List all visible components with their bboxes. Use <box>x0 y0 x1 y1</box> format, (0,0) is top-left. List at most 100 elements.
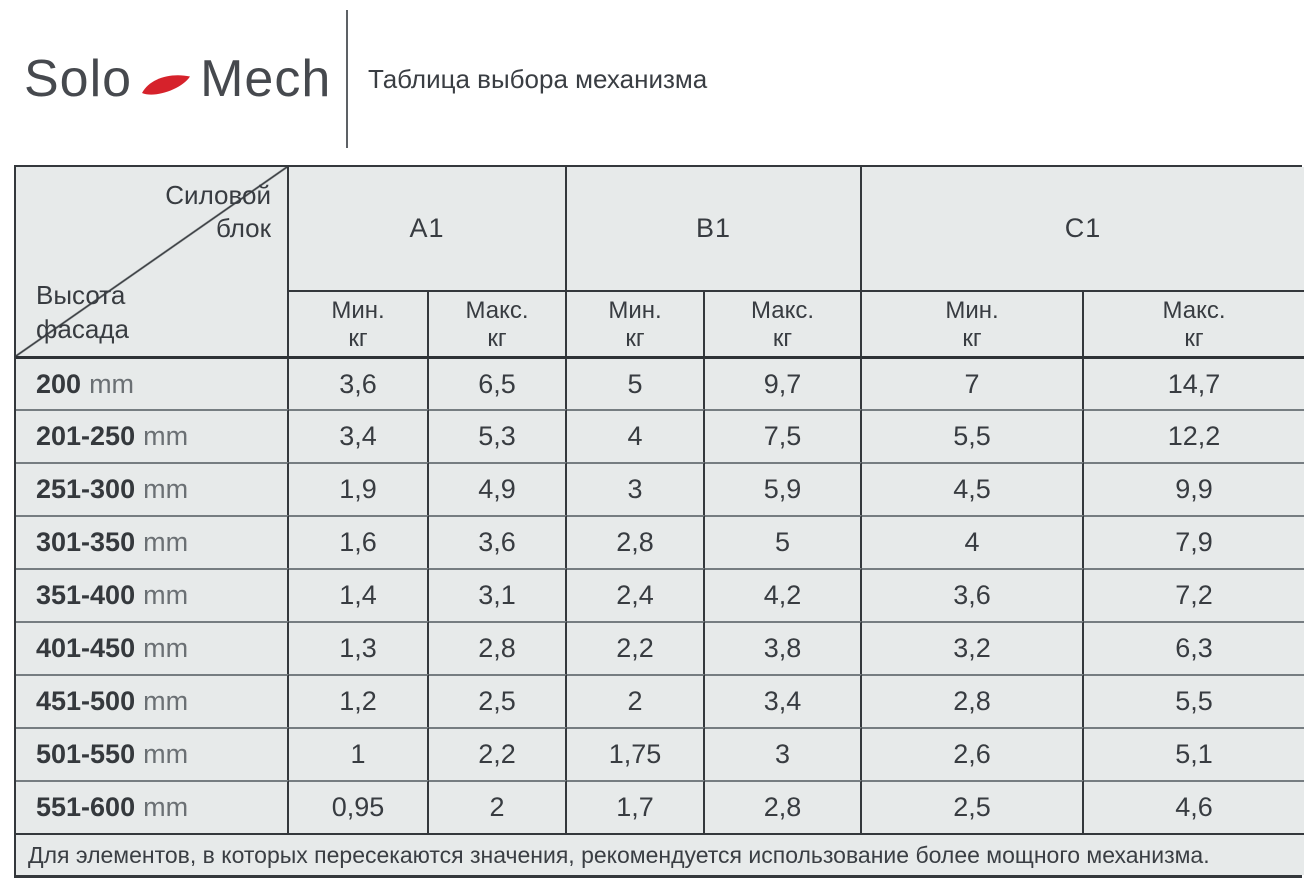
table-row: 451-500 mm 1,2 2,5 2 3,4 2,8 5,5 <box>16 674 1305 727</box>
header-divider <box>346 10 348 148</box>
value-cell: 5,5 <box>1084 674 1305 727</box>
value-cell: 7,9 <box>1084 515 1305 568</box>
row-label: 351-400 mm <box>16 568 289 621</box>
value-cell: 2,8 <box>862 674 1084 727</box>
note-row: Для элементов, в которых пересекаются зн… <box>16 833 1305 875</box>
row-unit: mm <box>143 421 189 451</box>
value-cell: 6,5 <box>429 356 567 409</box>
value-cell: 2,5 <box>429 674 567 727</box>
value-cell: 0,95 <box>289 780 429 833</box>
value-cell: 2,4 <box>567 568 705 621</box>
value-cell: 1,2 <box>289 674 429 727</box>
logo-text-solo: Solo <box>24 50 133 108</box>
value-cell: 4 <box>567 409 705 462</box>
table-row: 251-300 mm 1,9 4,9 3 5,9 4,5 9,9 <box>16 462 1305 515</box>
table-row: 501-550 mm 1 2,2 1,75 3 2,6 5,1 <box>16 727 1305 780</box>
subheader-a1-min: Мин. кг <box>289 292 429 356</box>
sub-header-row: Мин. кг Макс. кг Мин. кг Макс. кг Мин. <box>16 292 1305 356</box>
subheader-c1-max: Макс. кг <box>1084 292 1305 356</box>
row-height: 451-500 <box>36 686 136 716</box>
table-row: 351-400 mm 1,4 3,1 2,4 4,2 3,6 7,2 <box>16 568 1305 621</box>
value-cell: 2,2 <box>429 727 567 780</box>
value-cell: 3,4 <box>289 409 429 462</box>
page-title: Таблица выбора механизма <box>368 63 708 94</box>
leaf-icon <box>142 75 191 95</box>
value-cell: 2,2 <box>567 621 705 674</box>
value-cell: 5,5 <box>862 409 1084 462</box>
value-cell: 6,3 <box>1084 621 1305 674</box>
value-cell: 3,8 <box>705 621 862 674</box>
row-height: 200 <box>36 368 82 399</box>
selection-table: Силовой блок Высота фасада A1 B1 C1 Мин.… <box>16 167 1305 875</box>
row-height: 201-250 <box>36 421 136 451</box>
value-cell: 4,5 <box>862 462 1084 515</box>
value-cell: 5,9 <box>705 462 862 515</box>
row-unit: mm <box>143 474 189 504</box>
value-cell: 3 <box>567 462 705 515</box>
value-cell: 7,2 <box>1084 568 1305 621</box>
value-cell: 5 <box>567 356 705 409</box>
value-cell: 1,6 <box>289 515 429 568</box>
row-label: 201-250 mm <box>16 409 289 462</box>
value-cell: 1,7 <box>567 780 705 833</box>
row-label: 301-350 mm <box>16 515 289 568</box>
value-cell: 12,2 <box>1084 409 1305 462</box>
group-header-a1: A1 <box>289 167 567 292</box>
row-unit: mm <box>143 580 189 610</box>
row-unit: mm <box>143 739 189 769</box>
value-cell: 1,9 <box>289 462 429 515</box>
corner-bottom-line2: фасада <box>36 314 129 344</box>
table-row: 551-600 mm 0,95 2 1,7 2,8 2,5 4,6 <box>16 780 1305 833</box>
row-unit: mm <box>143 686 189 716</box>
corner-bottom-line1: Высота <box>36 280 126 310</box>
subheader-b1-min: Мин. кг <box>567 292 705 356</box>
value-cell: 9,7 <box>705 356 862 409</box>
value-cell: 3,1 <box>429 568 567 621</box>
row-label: 401-450 mm <box>16 621 289 674</box>
value-cell: 1,3 <box>289 621 429 674</box>
logo-text-mech: Mech <box>200 50 332 108</box>
row-label: 251-300 mm <box>16 462 289 515</box>
value-cell: 3,6 <box>862 568 1084 621</box>
group-header-c1: C1 <box>862 167 1305 292</box>
row-height: 251-300 <box>36 474 136 504</box>
corner-top-line2: блок <box>215 213 271 243</box>
table-row: 200 mm 3,6 6,5 5 9,7 7 14,7 <box>16 356 1305 409</box>
row-height: 551-600 <box>36 792 136 822</box>
row-label: 200 mm <box>16 356 289 409</box>
value-cell: 3,6 <box>289 356 429 409</box>
value-cell: 2,6 <box>862 727 1084 780</box>
corner-top-label: Силовой блок <box>165 179 271 245</box>
value-cell: 2 <box>429 780 567 833</box>
row-unit: mm <box>143 527 189 557</box>
table-row: 201-250 mm 3,4 5,3 4 7,5 5,5 12,2 <box>16 409 1305 462</box>
value-cell: 4,6 <box>1084 780 1305 833</box>
table-row: 301-350 mm 1,6 3,6 2,8 5 4 7,9 <box>16 515 1305 568</box>
value-cell: 3,4 <box>705 674 862 727</box>
mechanism-selection-table: Силовой блок Высота фасада A1 B1 C1 Мин.… <box>14 165 1305 878</box>
row-label: 451-500 mm <box>16 674 289 727</box>
row-unit: mm <box>143 792 189 822</box>
header: Solo Mech Таблица выбора механизма <box>0 0 1316 158</box>
row-label: 551-600 mm <box>16 780 289 833</box>
value-cell: 3 <box>705 727 862 780</box>
value-cell: 1 <box>289 727 429 780</box>
row-height: 401-450 <box>36 633 136 663</box>
value-cell: 1,4 <box>289 568 429 621</box>
value-cell: 14,7 <box>1084 356 1305 409</box>
subheader-b1-max: Макс. кг <box>705 292 862 356</box>
value-cell: 4 <box>862 515 1084 568</box>
row-height: 351-400 <box>36 580 136 610</box>
corner-cell: Силовой блок Высота фасада <box>16 167 289 356</box>
value-cell: 2 <box>567 674 705 727</box>
subheader-c1-min: Мин. кг <box>862 292 1084 356</box>
subheader-a1-max: Макс. кг <box>429 292 567 356</box>
value-cell: 3,2 <box>862 621 1084 674</box>
value-cell: 4,9 <box>429 462 567 515</box>
value-cell: 4,2 <box>705 568 862 621</box>
row-unit: mm <box>89 368 135 399</box>
value-cell: 2,8 <box>429 621 567 674</box>
value-cell: 5,3 <box>429 409 567 462</box>
logo: Solo Mech <box>24 49 330 109</box>
